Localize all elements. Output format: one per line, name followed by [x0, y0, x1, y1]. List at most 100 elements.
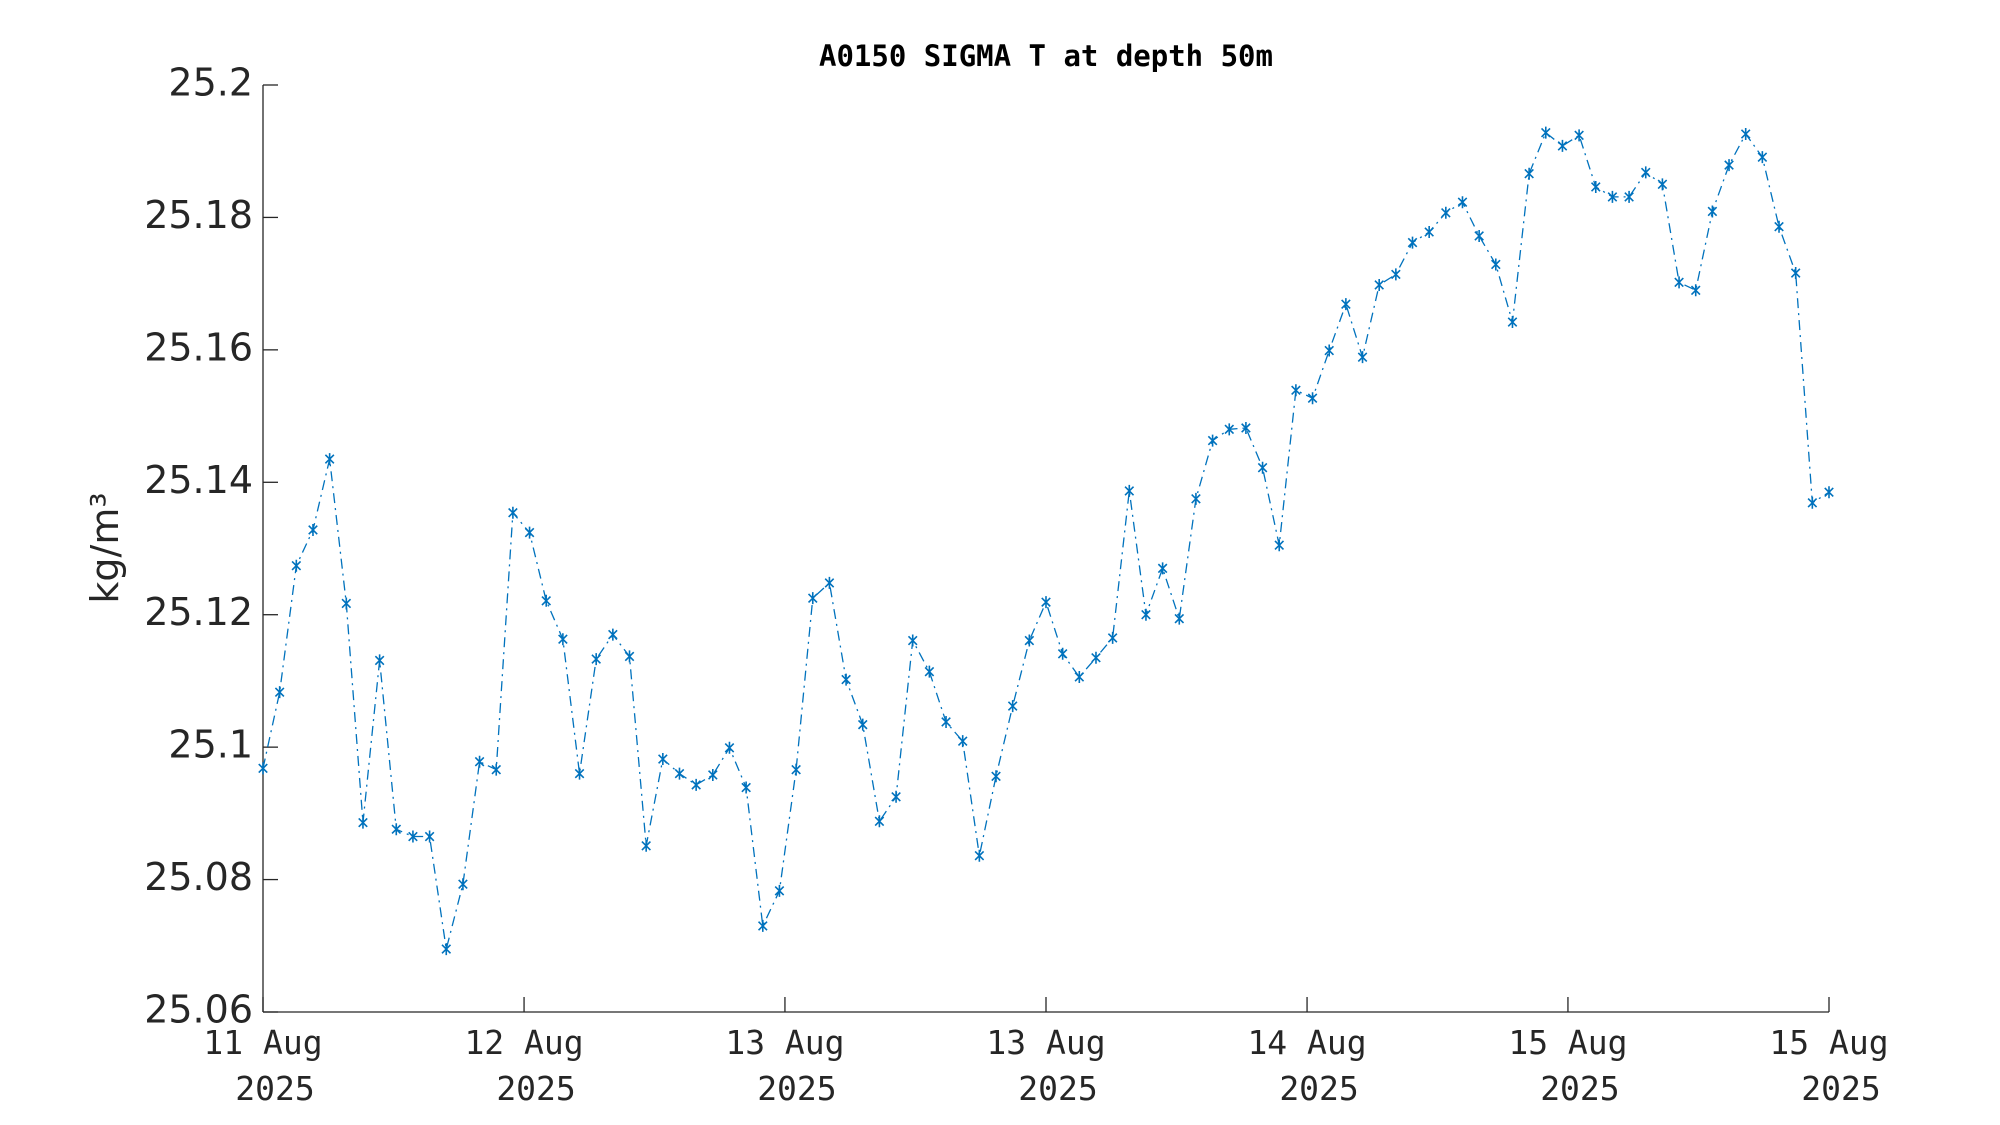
x-tick-label: 13 Aug 2025 [725, 1023, 844, 1108]
marker [741, 781, 751, 794]
marker [374, 654, 385, 667]
marker [1824, 486, 1834, 499]
marker [324, 453, 335, 466]
marker [991, 770, 1001, 783]
chart-title: A0150 SIGMA T at depth 50m [819, 39, 1273, 73]
marker [258, 762, 268, 775]
marker [1557, 139, 1568, 152]
marker [291, 559, 302, 572]
marker [424, 830, 435, 843]
marker [874, 815, 885, 828]
marker [1091, 651, 1101, 664]
marker [1324, 344, 1335, 357]
marker [1757, 151, 1768, 164]
marker [1724, 159, 1734, 172]
x-tick-line: 14 Aug [1247, 1023, 1366, 1062]
marker [774, 884, 785, 897]
marker [1491, 258, 1501, 271]
marker [391, 823, 402, 836]
marker [1357, 351, 1368, 364]
marker [541, 594, 552, 607]
marker [1540, 126, 1551, 139]
marker [1291, 384, 1301, 397]
marker [1174, 612, 1185, 625]
marker [1074, 670, 1085, 683]
y-tick-label: 25.18 [144, 193, 253, 237]
x-tick-label: 15 Aug 2025 [1769, 1023, 1888, 1108]
marker [924, 665, 935, 678]
x-tick-line: 15 Aug [1769, 1023, 1888, 1062]
marker [708, 768, 718, 781]
marker [957, 735, 968, 748]
marker [1640, 166, 1651, 179]
marker [1740, 127, 1751, 140]
marker [358, 816, 368, 829]
y-tick-label: 25.06 [144, 988, 253, 1032]
marker [1624, 190, 1634, 203]
marker [1441, 206, 1451, 219]
marker [1774, 220, 1784, 233]
x-tick-line: 12 Aug [464, 1023, 583, 1062]
marker [691, 778, 701, 791]
y-tick-label: 25.16 [144, 325, 253, 369]
marker [1024, 634, 1035, 647]
marker [1790, 267, 1801, 280]
marker [508, 506, 518, 519]
x-tick-line: 15 Aug [1508, 1023, 1627, 1062]
marker [1707, 205, 1718, 218]
marker [458, 878, 468, 891]
marker [841, 673, 851, 686]
marker [1274, 539, 1285, 552]
y-tick-label: 25.12 [144, 590, 253, 634]
x-tick-line: 2025 [1279, 1069, 1358, 1108]
marker [1157, 562, 1168, 575]
marker [974, 849, 985, 862]
marker [857, 718, 868, 731]
marker [1457, 196, 1468, 209]
marker [574, 767, 585, 780]
marker [1207, 434, 1218, 447]
x-tick-line: 2025 [1018, 1069, 1097, 1108]
y-axis-label: kg/m³ [83, 492, 127, 603]
marker [641, 839, 651, 852]
x-tick-label: 14 Aug 2025 [1247, 1023, 1366, 1108]
marker [658, 753, 668, 766]
marker [491, 763, 502, 776]
marker [907, 634, 918, 647]
marker [1107, 631, 1118, 644]
marker [1574, 129, 1584, 142]
marker [1341, 298, 1351, 311]
x-tick-line: 13 Aug [725, 1023, 844, 1062]
marker [1407, 236, 1418, 249]
marker [474, 755, 485, 768]
marker [941, 715, 951, 728]
x-tick-line: 11 Aug [203, 1023, 322, 1062]
line [262, 131, 1830, 950]
marker [1141, 608, 1151, 621]
marker [1191, 492, 1201, 505]
y-tick-label: 25.2 [168, 61, 253, 105]
x-tick-label: 12 Aug 2025 [464, 1023, 583, 1108]
y-tick-label: 25.14 [144, 458, 253, 502]
marker [1307, 392, 1318, 405]
x-tick-line: 2025 [1801, 1069, 1880, 1108]
x-tick-label: 13 Aug 2025 [986, 1023, 1105, 1108]
marker [1124, 484, 1135, 497]
marker [308, 523, 318, 536]
marker [1524, 167, 1534, 180]
marker [1474, 229, 1484, 242]
marker [1391, 268, 1401, 281]
x-tick-label: 11 Aug 2025 [203, 1023, 322, 1108]
x-tick-label: 15 Aug 2025 [1508, 1023, 1627, 1108]
marker [1224, 423, 1235, 436]
marker [558, 633, 568, 646]
marker [757, 919, 768, 932]
marker [1807, 496, 1818, 509]
marker [341, 597, 352, 610]
marker [807, 592, 818, 605]
x-tick-line: 13 Aug [986, 1023, 1105, 1062]
marker [1590, 180, 1601, 193]
x-tick-line: 2025 [235, 1069, 314, 1108]
marker [608, 628, 618, 641]
x-tick-line: 2025 [496, 1069, 575, 1108]
